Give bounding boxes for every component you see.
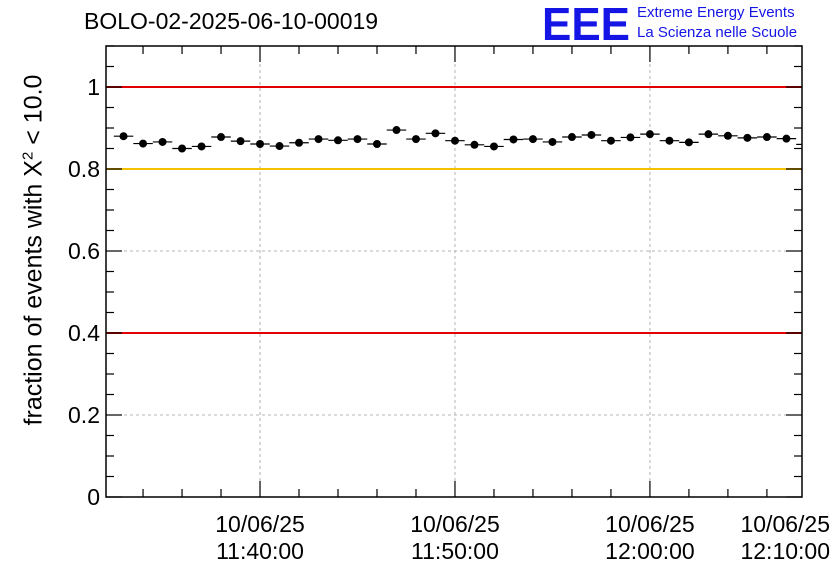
grid-lines bbox=[106, 46, 802, 497]
x-tick-label-time: 12:00:00 bbox=[605, 538, 695, 564]
data-marker bbox=[548, 137, 557, 146]
data-point bbox=[386, 126, 407, 135]
data-point bbox=[445, 136, 465, 145]
data-marker bbox=[256, 139, 265, 148]
data-point bbox=[269, 142, 290, 151]
data-points bbox=[113, 126, 802, 153]
data-marker bbox=[353, 135, 362, 144]
data-point bbox=[289, 138, 309, 147]
data-marker bbox=[431, 129, 440, 138]
data-marker bbox=[470, 140, 479, 149]
data-marker bbox=[295, 138, 304, 147]
data-marker bbox=[334, 136, 342, 145]
data-point bbox=[581, 130, 602, 139]
data-point bbox=[406, 135, 426, 144]
data-marker bbox=[743, 133, 752, 142]
chart-title: BOLO-02-2025-06-10-00019 bbox=[84, 8, 379, 34]
y-axis-label-prefix: fraction of events with X bbox=[19, 160, 48, 426]
data-marker bbox=[450, 136, 459, 145]
data-marker bbox=[626, 133, 635, 142]
tick-labels: 00.20.40.60.8110/06/2511:40:0010/06/2511… bbox=[68, 74, 830, 564]
logo-subtitle-1: Extreme Energy Events bbox=[637, 4, 795, 21]
data-point bbox=[250, 139, 270, 148]
eee-logo-text: EEE bbox=[542, 2, 630, 46]
data-marker bbox=[178, 144, 187, 153]
data-point bbox=[328, 136, 348, 145]
data-marker bbox=[411, 135, 420, 144]
data-point bbox=[737, 133, 758, 142]
data-point bbox=[464, 140, 485, 149]
y-tick-label: 1 bbox=[87, 74, 100, 100]
data-point bbox=[542, 137, 563, 146]
data-marker bbox=[314, 135, 323, 144]
data-point bbox=[523, 135, 543, 144]
x-tick-label-date: 10/06/25 bbox=[740, 511, 830, 537]
data-point bbox=[347, 135, 368, 144]
data-point bbox=[113, 132, 134, 141]
data-point bbox=[601, 136, 621, 145]
data-marker bbox=[509, 135, 518, 144]
eee-logo: EEE bbox=[542, 2, 630, 46]
x-tick-label-date: 10/06/25 bbox=[605, 511, 695, 537]
data-marker bbox=[275, 142, 284, 151]
data-point bbox=[659, 136, 680, 145]
data-marker bbox=[567, 133, 576, 142]
data-point bbox=[308, 135, 329, 144]
data-point bbox=[679, 138, 699, 147]
axes bbox=[105, 45, 803, 498]
data-marker bbox=[723, 131, 732, 140]
data-marker bbox=[528, 135, 537, 144]
data-marker bbox=[139, 139, 148, 148]
data-marker bbox=[197, 142, 206, 151]
data-marker bbox=[684, 138, 693, 147]
data-marker bbox=[665, 136, 674, 145]
data-point bbox=[425, 129, 446, 138]
y-tick-label: 0.2 bbox=[68, 402, 100, 428]
plot-frame bbox=[105, 45, 803, 498]
data-point bbox=[484, 142, 504, 151]
y-tick-label: 0.8 bbox=[68, 156, 100, 182]
data-marker bbox=[236, 137, 245, 146]
reference-lines bbox=[106, 86, 802, 334]
x-tick-label-date: 10/06/25 bbox=[410, 511, 500, 537]
data-marker bbox=[217, 133, 226, 142]
x-tick-label-time: 11:50:00 bbox=[411, 538, 499, 564]
data-point bbox=[152, 137, 173, 146]
data-marker bbox=[372, 139, 381, 148]
data-point bbox=[503, 135, 524, 144]
data-marker bbox=[782, 134, 791, 143]
y-axis-label-sup: 2 bbox=[19, 151, 37, 161]
data-marker bbox=[392, 126, 401, 135]
y-tick-label: 0.6 bbox=[68, 238, 100, 264]
data-point bbox=[230, 137, 251, 146]
data-marker bbox=[704, 130, 713, 139]
data-point bbox=[133, 139, 153, 148]
data-point bbox=[718, 131, 738, 140]
data-marker bbox=[645, 130, 654, 139]
data-marker bbox=[762, 133, 771, 142]
data-point bbox=[367, 139, 387, 148]
data-point bbox=[698, 130, 719, 139]
x-tick-label-time: 11:40:00 bbox=[216, 538, 304, 564]
y-axis-label-suffix: < 10.0 bbox=[19, 74, 48, 152]
data-marker bbox=[158, 137, 167, 146]
data-point bbox=[191, 142, 212, 151]
data-point bbox=[562, 133, 582, 142]
data-marker bbox=[606, 136, 615, 145]
data-marker bbox=[587, 130, 596, 139]
data-point bbox=[776, 134, 797, 143]
data-marker bbox=[119, 132, 128, 141]
data-point bbox=[172, 144, 192, 153]
logo-subtitle-2: La Scienza nelle Scuole bbox=[637, 24, 798, 41]
x-tick-label-time: 12:10:00 bbox=[740, 538, 830, 564]
data-marker bbox=[489, 142, 498, 151]
y-tick-label: 0 bbox=[87, 484, 100, 510]
data-point bbox=[211, 133, 231, 142]
y-tick-label: 0.4 bbox=[68, 320, 100, 346]
x-tick-label-date: 10/06/25 bbox=[215, 511, 305, 537]
data-point bbox=[640, 130, 660, 139]
data-point bbox=[757, 133, 777, 142]
data-point bbox=[620, 133, 641, 142]
